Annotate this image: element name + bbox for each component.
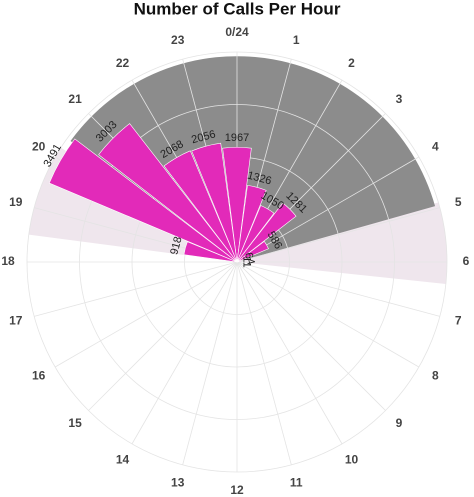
hour-label: 5 bbox=[455, 195, 462, 209]
bars bbox=[48, 123, 297, 263]
hour-label: 0/24 bbox=[225, 25, 249, 39]
hour-label: 17 bbox=[9, 313, 23, 327]
grid-spoke bbox=[236, 261, 420, 368]
hour-label: 22 bbox=[116, 56, 130, 70]
bar bbox=[236, 260, 242, 263]
hour-label: 18 bbox=[1, 254, 15, 268]
value-label: 918 bbox=[168, 235, 184, 256]
hour-label: 15 bbox=[68, 416, 82, 430]
grid-spoke bbox=[236, 261, 386, 411]
grid-spoke bbox=[182, 261, 238, 465]
grid-spoke bbox=[88, 261, 238, 411]
grid-spoke bbox=[236, 261, 343, 445]
bar bbox=[236, 202, 297, 263]
hour-label: 8 bbox=[432, 369, 439, 383]
hour-label: 23 bbox=[171, 33, 185, 47]
hour-label: 6 bbox=[463, 254, 470, 268]
grid-spoke bbox=[236, 156, 420, 263]
hour-label: 4 bbox=[432, 140, 439, 154]
hour-label: 9 bbox=[396, 416, 403, 430]
gray-wedge bbox=[70, 56, 436, 263]
hour-label: 19 bbox=[9, 195, 23, 209]
hour-label: 20 bbox=[32, 140, 46, 154]
bar bbox=[98, 123, 238, 263]
bar bbox=[191, 142, 238, 263]
chart-title: Number of Calls Per Hour bbox=[134, 0, 341, 18]
hour-label: 2 bbox=[348, 56, 355, 70]
grid-spoke bbox=[54, 261, 238, 368]
grid-spoke bbox=[236, 207, 440, 263]
hour-label: 7 bbox=[455, 313, 462, 327]
grid-spoke bbox=[236, 261, 292, 465]
bar bbox=[48, 138, 238, 263]
hour-label: 11 bbox=[290, 475, 303, 489]
bar bbox=[236, 185, 267, 263]
bar bbox=[163, 150, 238, 263]
bar bbox=[236, 205, 275, 263]
bar bbox=[236, 240, 269, 263]
grid-spoke bbox=[131, 261, 238, 445]
bar bbox=[183, 241, 238, 263]
hour-label: 3 bbox=[396, 92, 403, 106]
hour-label: 14 bbox=[116, 452, 130, 466]
grid-spoke bbox=[236, 261, 440, 317]
hour-label: 12 bbox=[230, 483, 244, 497]
grid-spoke bbox=[34, 261, 238, 317]
hour-label: 16 bbox=[32, 369, 46, 383]
hour-label: 1 bbox=[293, 33, 300, 47]
hour-label: 10 bbox=[345, 452, 359, 466]
value-label: 64 bbox=[242, 251, 257, 266]
bar bbox=[222, 146, 252, 263]
value-label: 1967 bbox=[225, 132, 249, 144]
value-label: 11 bbox=[241, 256, 253, 267]
hour-label: 13 bbox=[171, 475, 185, 489]
hour-label: 21 bbox=[68, 92, 82, 106]
